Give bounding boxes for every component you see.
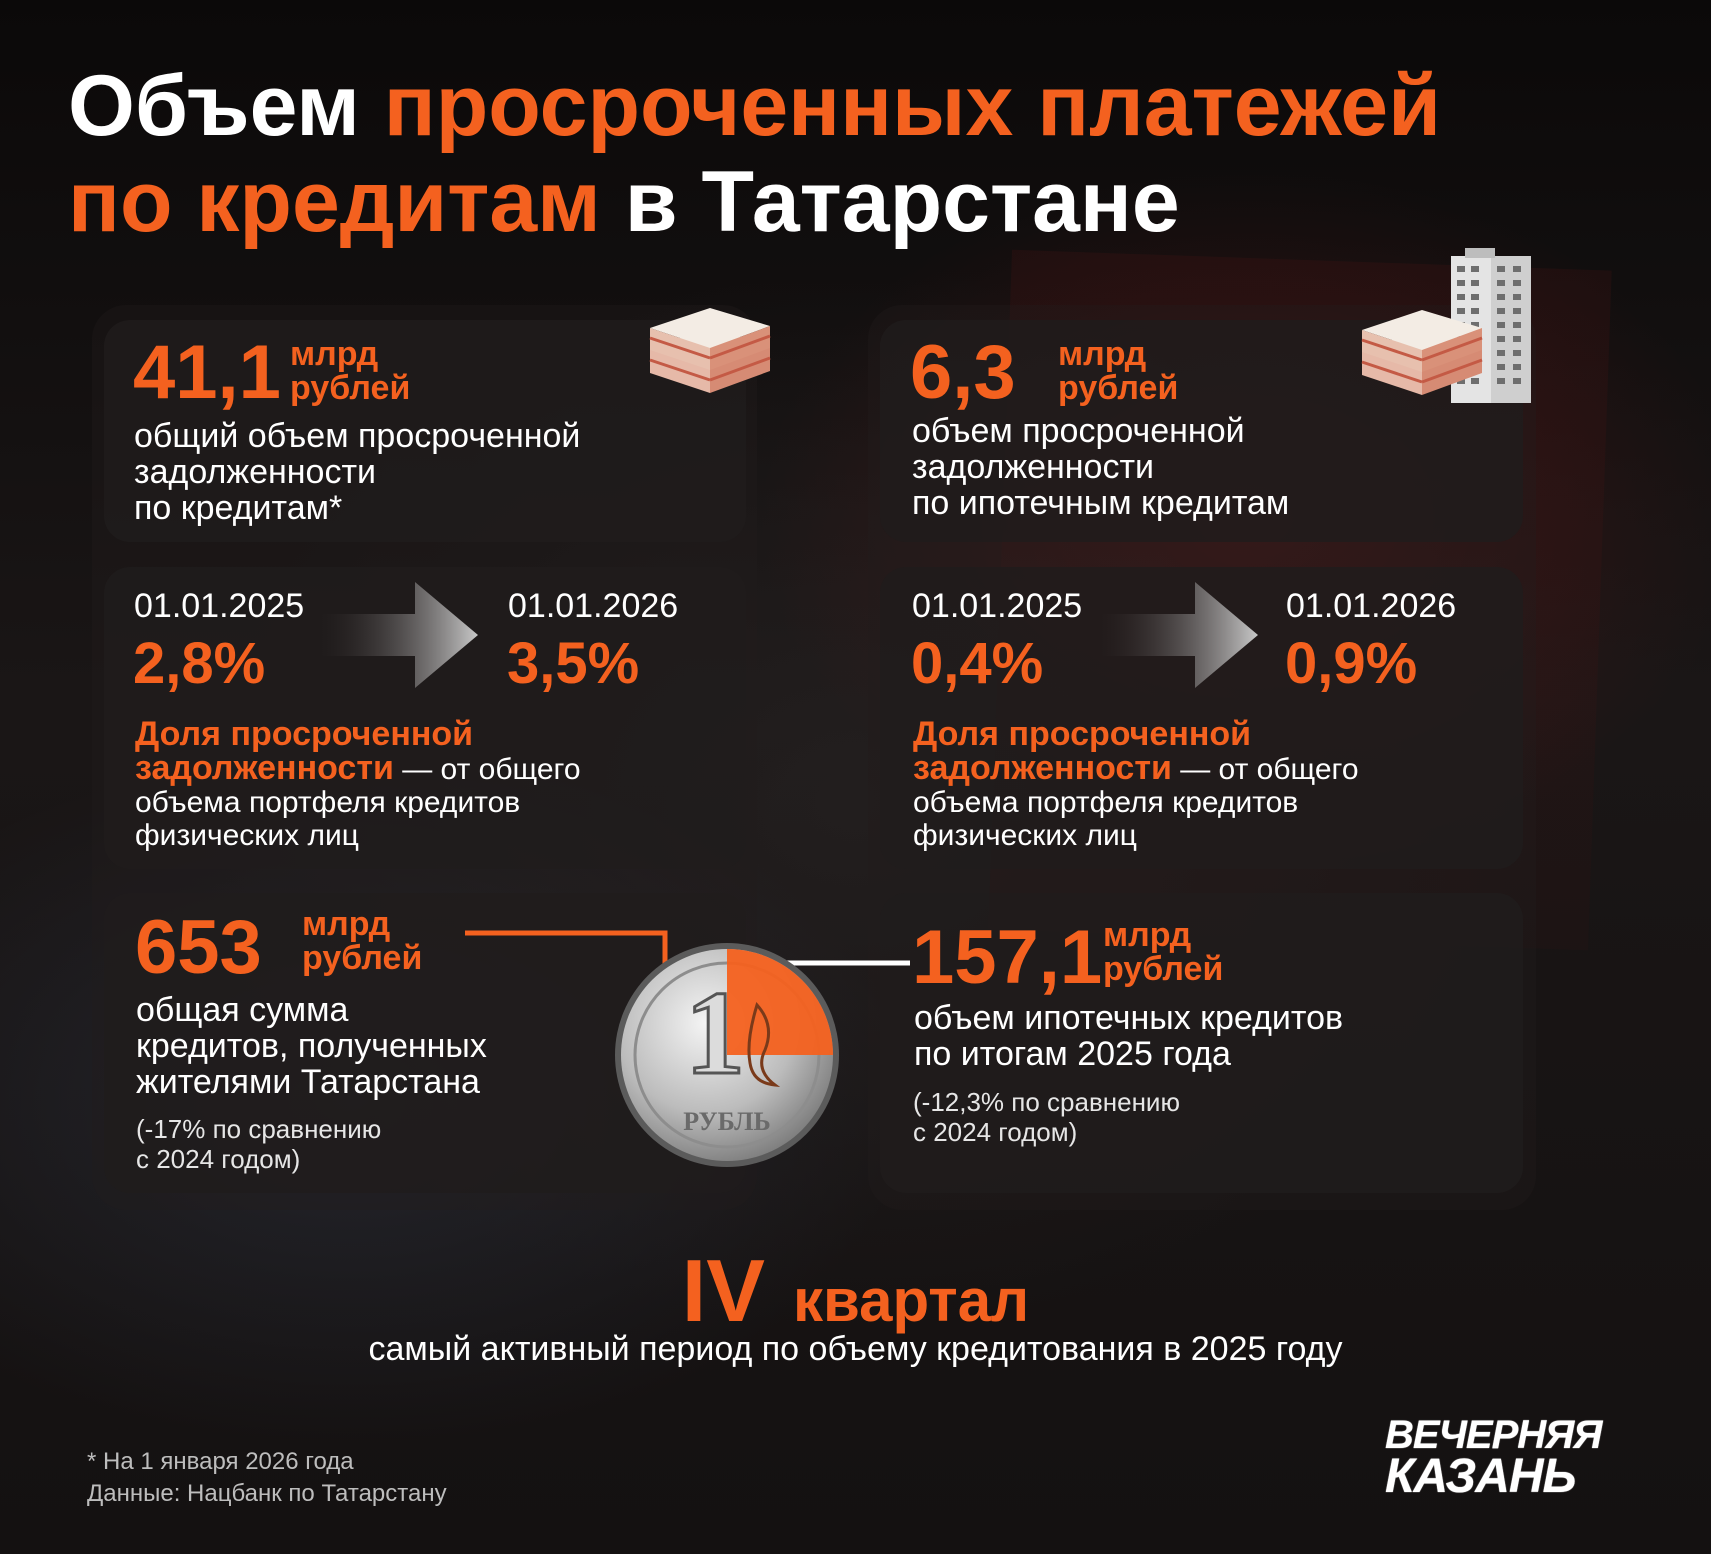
title-part-2: просроченных платежей	[383, 58, 1441, 154]
left-total-loans-note: (-17% по сравнению с 2024 годом)	[136, 1114, 381, 1174]
desc-line-2: кредитов, полученных	[136, 1027, 487, 1065]
share-line-4: физических лиц	[913, 819, 1137, 852]
money-stack-icon	[1361, 310, 1483, 395]
publisher-logo: ВЕЧЕРНЯЯ КАЗАНЬ	[1385, 1413, 1635, 1503]
desc-line-1: общий объем просроченной	[134, 417, 581, 455]
right-mortgage-total-note: (-12,3% по сравнению с 2024 годом)	[913, 1087, 1180, 1147]
quarter-heading: IV квартал	[0, 1240, 1711, 1342]
unit-line-2: рублей	[1103, 950, 1224, 988]
note-line-1: (-12,3% по сравнению	[913, 1087, 1180, 1117]
left-date-from: 01.01.2025	[134, 587, 305, 625]
coin-denomination: 1	[685, 966, 745, 1099]
desc-line-3: жителями Татарстана	[136, 1063, 480, 1101]
left-pct-to: 3,5%	[507, 631, 640, 696]
left-total-loans-desc: общая сумма кредитов, полученных жителям…	[136, 992, 487, 1100]
desc-line-2: задолженности	[912, 448, 1155, 486]
footnote-source: Данные: Нацбанк по Татарстану	[87, 1480, 447, 1507]
left-total-loans-unit: млрд рублей	[302, 907, 422, 975]
quarter-subtitle: самый активный период по объему кредитов…	[368, 1330, 1343, 1368]
right-mortgage-total-unit: млрд рублей	[1103, 918, 1223, 986]
unit-line-2: рублей	[1058, 369, 1179, 407]
ruble-coin-icon: 1 РУБЛЬ	[615, 943, 839, 1167]
right-overdue-mortgage-desc: объем просроченной задолженности по ипот…	[912, 413, 1289, 521]
share-rest-1: — от общего	[393, 753, 581, 786]
note-line-2: с 2024 годом)	[913, 1117, 1078, 1147]
logo-line-2: КАЗАНЬ	[1385, 1450, 1576, 1503]
left-overdue-total-value: 41,1	[133, 330, 281, 415]
desc-line-3: по кредитам*	[134, 489, 343, 527]
left-overdue-total-unit: млрд рублей	[290, 337, 410, 405]
right-pct-from: 0,4%	[911, 631, 1044, 696]
right-pct-to: 0,9%	[1285, 631, 1418, 696]
left-total-loans-value: 653	[135, 905, 262, 990]
share-highlight-2: задолженности	[913, 749, 1172, 787]
desc-line-1: общая сумма	[136, 991, 349, 1029]
arrow-right-icon	[320, 582, 478, 688]
right-date-to: 01.01.2026	[1286, 587, 1457, 625]
right-card-mortgage-total	[880, 893, 1523, 1193]
left-card-overdue-total	[104, 320, 746, 542]
desc-line-1: объем ипотечных кредитов	[914, 999, 1344, 1037]
right-mortgage-total-desc: объем ипотечных кредитов по итогам 2025 …	[914, 1000, 1343, 1072]
title-part-1: Объем	[68, 58, 384, 154]
desc-line-2: по итогам 2025 года	[914, 1035, 1231, 1073]
left-date-to: 01.01.2026	[508, 587, 679, 625]
page-title: Объем просроченных платежей по кредитам …	[68, 58, 1668, 250]
share-rest-1: — от общего	[1171, 753, 1359, 786]
share-line-3: объема портфеля кредитов	[135, 786, 521, 819]
unit-line-2: рублей	[290, 369, 411, 407]
note-line-1: (-17% по сравнению	[136, 1114, 382, 1144]
title-part-4: в Татарстане	[600, 154, 1180, 250]
coin-label: РУБЛЬ	[683, 1107, 770, 1136]
right-mortgage-total-value: 157,1	[912, 915, 1103, 1000]
left-share-desc: Доля просроченной задолженности — от общ…	[135, 715, 581, 852]
share-highlight-1: Доля просроченной	[135, 715, 474, 753]
right-date-from: 01.01.2025	[912, 587, 1083, 625]
desc-line-1: объем просроченной	[912, 412, 1245, 450]
right-share-desc: Доля просроченной задолженности — от общ…	[913, 715, 1359, 852]
note-line-2: с 2024 годом)	[136, 1144, 301, 1174]
unit-line-2: рублей	[302, 939, 423, 977]
left-overdue-total-desc: общий объем просроченной задолженности п…	[134, 418, 580, 526]
right-overdue-mortgage-value: 6,3	[910, 330, 1016, 415]
title-part-3: по кредитам	[68, 154, 601, 250]
share-line-4: физических лиц	[135, 819, 359, 852]
money-stack-icon	[649, 308, 771, 393]
arrow-right-icon	[1100, 582, 1258, 688]
share-line-3: объема портфеля кредитов	[913, 786, 1299, 819]
left-pct-from: 2,8%	[133, 631, 266, 696]
share-highlight-2: задолженности	[135, 749, 394, 787]
desc-line-2: задолженности	[134, 453, 377, 491]
quarter-word: квартал	[792, 1267, 1030, 1334]
unit-line-1: млрд	[290, 335, 379, 373]
quarter-roman: IV	[681, 1241, 765, 1340]
unit-line-1: млрд	[1103, 916, 1192, 954]
desc-line-3: по ипотечным кредитам	[912, 484, 1290, 522]
share-highlight-1: Доля просроченной	[913, 715, 1252, 753]
unit-line-1: млрд	[1058, 335, 1147, 373]
logo-line-1: ВЕЧЕРНЯЯ	[1385, 1413, 1602, 1457]
unit-line-1: млрд	[302, 905, 391, 943]
footnote-asterisk: * На 1 января 2026 года	[87, 1448, 354, 1475]
right-overdue-mortgage-unit: млрд рублей	[1058, 337, 1178, 405]
